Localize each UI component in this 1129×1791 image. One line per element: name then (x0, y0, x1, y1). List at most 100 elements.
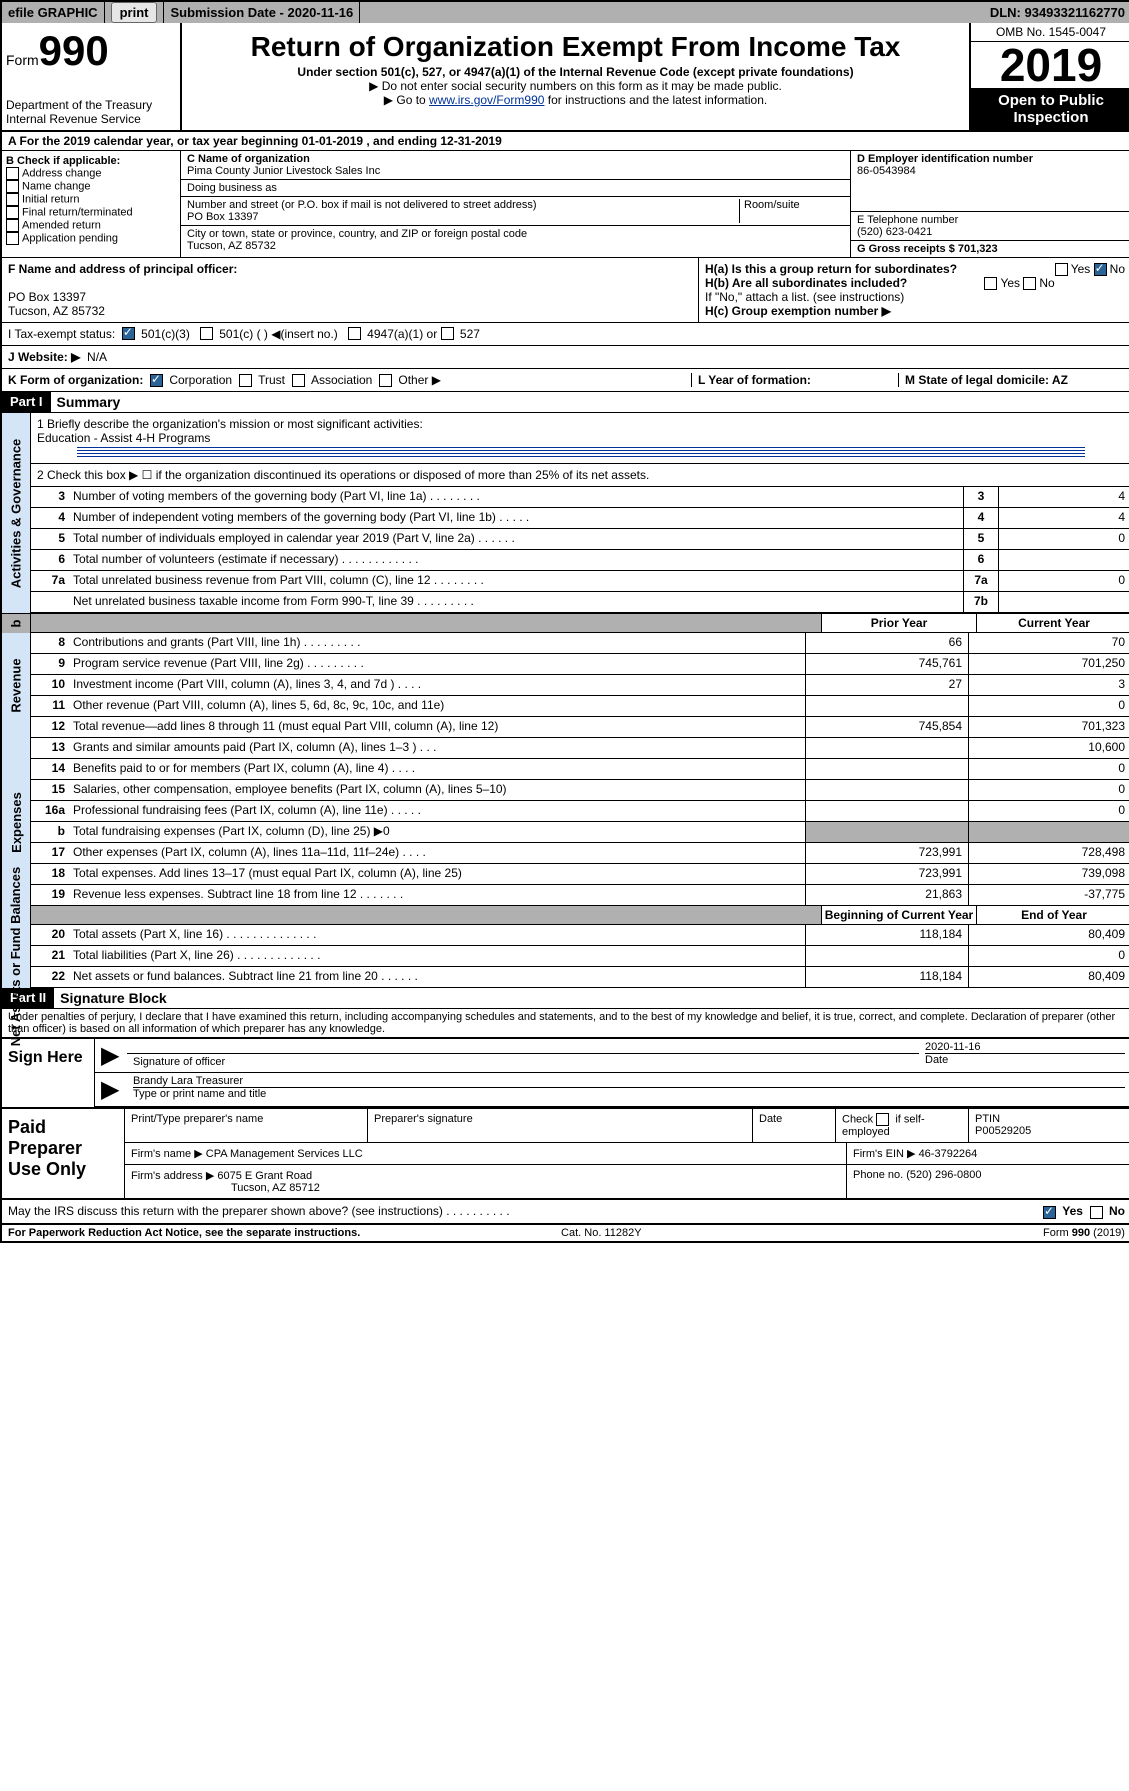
col-c: C Name of organization Pima County Junio… (181, 151, 850, 257)
side-b: b (2, 614, 31, 633)
paid-preparer-label: Paid Preparer Use Only (2, 1109, 124, 1198)
discuss-no[interactable] (1090, 1206, 1103, 1219)
sign-right: ▶ Signature of officer 2020-11-16 Date ▶… (95, 1039, 1129, 1107)
sign-here-block: Sign Here ▶ Signature of officer 2020-11… (2, 1038, 1129, 1109)
preparer-date-hdr: Date (753, 1109, 836, 1142)
paid-row-1: Print/Type preparer's name Preparer's si… (125, 1109, 1129, 1143)
gov-line: 3Number of voting members of the governi… (31, 487, 1129, 508)
line-1: 1 Briefly describe the organization's mi… (31, 413, 1129, 464)
sign-here-label: Sign Here (2, 1039, 95, 1107)
department: Department of the Treasury Internal Reve… (6, 98, 176, 126)
gov-line: Net unrelated business taxable income fr… (31, 592, 1129, 613)
dln: DLN: 93493321162770 (984, 2, 1129, 23)
perjury-statement: Under penalties of perjury, I declare th… (2, 1009, 1129, 1038)
form-header: Form990 Department of the Treasury Inter… (2, 23, 1129, 132)
ein-value: 86-0543984 (857, 165, 1125, 177)
row-j: J Website: ▶ N/A (2, 346, 1129, 369)
submission-date: Submission Date - 2020-11-16 (164, 2, 360, 23)
chk-501c[interactable] (200, 327, 213, 340)
form-label: Form (6, 52, 39, 68)
arrow2-post: for instructions and the latest informat… (544, 93, 767, 107)
row-i: I Tax-exempt status: 501(c)(3) 501(c) ( … (2, 323, 1129, 346)
preparer-name-hdr: Print/Type preparer's name (125, 1109, 368, 1142)
ha-no[interactable]: No (1110, 262, 1125, 276)
chk-name-change[interactable]: Name change (6, 180, 176, 193)
hb-no[interactable]: No (1039, 276, 1054, 290)
street-value: PO Box 13397 (187, 211, 739, 223)
chk-501c3[interactable] (122, 327, 135, 340)
l-year: L Year of formation: (691, 373, 898, 387)
tax-year: 2019 (971, 42, 1129, 88)
gross-label: G Gross receipts $ 701,323 (857, 243, 1125, 255)
chk-trust[interactable] (239, 374, 252, 387)
net-body: 20Total assets (Part X, line 16) . . . .… (31, 925, 1129, 988)
gov-line: 4Number of independent voting members of… (31, 508, 1129, 529)
form-subtitle: Under section 501(c), 527, or 4947(a)(1)… (186, 65, 965, 79)
officer-name: Brandy Lara Treasurer (133, 1075, 1125, 1088)
discuss-yes[interactable] (1043, 1206, 1056, 1219)
sig-officer-label: Signature of officer (127, 1053, 919, 1072)
chk-application-pending[interactable]: Application pending (6, 232, 176, 245)
col-headers: Prior Year Current Year (31, 614, 1129, 633)
ptin-cell: PTINP00529205 (969, 1109, 1129, 1142)
hb-yes[interactable]: Yes (1000, 276, 1020, 290)
header-right: OMB No. 1545-0047 2019 Open to Public In… (969, 23, 1129, 130)
chk-initial-return[interactable]: Initial return (6, 193, 176, 206)
data-line: 13Grants and similar amounts paid (Part … (31, 738, 1129, 759)
side-revenue: Revenue (2, 633, 31, 738)
firm-addr1: 6075 E Grant Road (217, 1170, 312, 1182)
chk-address-change[interactable]: Address change (6, 167, 176, 180)
chk-final-return[interactable]: Final return/terminated (6, 206, 176, 219)
footer-right: Form 990 (2019) (1043, 1227, 1125, 1239)
end-year-hdr: End of Year (976, 906, 1129, 924)
self-employed-chk[interactable]: Check if self-employed (836, 1109, 969, 1142)
col-b-label: B Check if applicable: (6, 155, 176, 167)
chk-527[interactable] (441, 327, 454, 340)
efile-label: efile GRAPHIC (2, 2, 105, 23)
paid-preparer-block: Paid Preparer Use Only Print/Type prepar… (2, 1109, 1129, 1200)
l1-value: Education - Assist 4-H Programs (37, 431, 1125, 445)
data-line: 9Program service revenue (Part VIII, lin… (31, 654, 1129, 675)
data-line: 21Total liabilities (Part X, line 26) . … (31, 946, 1129, 967)
firm-name-label: Firm's name ▶ (131, 1148, 203, 1160)
rev-body: 8Contributions and grants (Part VIII, li… (31, 633, 1129, 738)
org-name-label: C Name of organization (187, 153, 844, 165)
firm-name: CPA Management Services LLC (206, 1148, 363, 1160)
topbar: efile GRAPHIC print Submission Date - 20… (2, 2, 1129, 23)
arrow2-pre: ▶ Go to (384, 93, 429, 107)
gross-cell: G Gross receipts $ 701,323 (851, 241, 1129, 257)
discuss-text: May the IRS discuss this return with the… (8, 1204, 510, 1218)
ein-label: D Employer identification number (857, 153, 1125, 165)
data-line: 10Investment income (Part VIII, column (… (31, 675, 1129, 696)
side-governance: Activities & Governance (2, 413, 31, 613)
hc-row: H(c) Group exemption number ▶ (705, 304, 1125, 318)
part1-badge: Part I (2, 392, 51, 412)
arrow-note-1: ▶ Do not enter social security numbers o… (186, 79, 965, 93)
chk-amended[interactable]: Amended return (6, 219, 176, 232)
row-f-h: F Name and address of principal officer:… (2, 258, 1129, 323)
row-a-period: A For the 2019 calendar year, or tax yea… (2, 132, 1129, 151)
dba-label: Doing business as (187, 182, 844, 194)
data-line: 22Net assets or fund balances. Subtract … (31, 967, 1129, 988)
chk-4947[interactable] (348, 327, 361, 340)
net-headers: Beginning of Current Year End of Year (31, 906, 1129, 925)
l1-label: 1 Briefly describe the organization's mi… (37, 417, 1125, 431)
chk-other[interactable] (379, 374, 392, 387)
exp-body: 13Grants and similar amounts paid (Part … (31, 738, 1129, 906)
paid-right: Print/Type preparer's name Preparer's si… (124, 1109, 1129, 1198)
print-button[interactable]: print (111, 2, 158, 23)
tel-cell: E Telephone number (520) 623-0421 (851, 212, 1129, 241)
tel-value: (520) 623-0421 (857, 226, 1125, 238)
type-name-label: Type or print name and title (133, 1088, 1125, 1100)
data-line: 15Salaries, other compensation, employee… (31, 780, 1129, 801)
chk-corporation[interactable] (150, 374, 163, 387)
chk-association[interactable] (292, 374, 305, 387)
f-addr1: PO Box 13397 (8, 290, 692, 304)
paid-row-2: Firm's name ▶ CPA Management Services LL… (125, 1143, 1129, 1165)
sig-date: 2020-11-16 (925, 1041, 1125, 1053)
gov-line: 7aTotal unrelated business revenue from … (31, 571, 1129, 592)
gov-line: 6Total number of volunteers (estimate if… (31, 550, 1129, 571)
irs-link[interactable]: www.irs.gov/Form990 (429, 93, 544, 107)
side-net: Net Assets or Fund Balances (2, 925, 31, 988)
ha-yes[interactable]: Yes (1071, 262, 1091, 276)
